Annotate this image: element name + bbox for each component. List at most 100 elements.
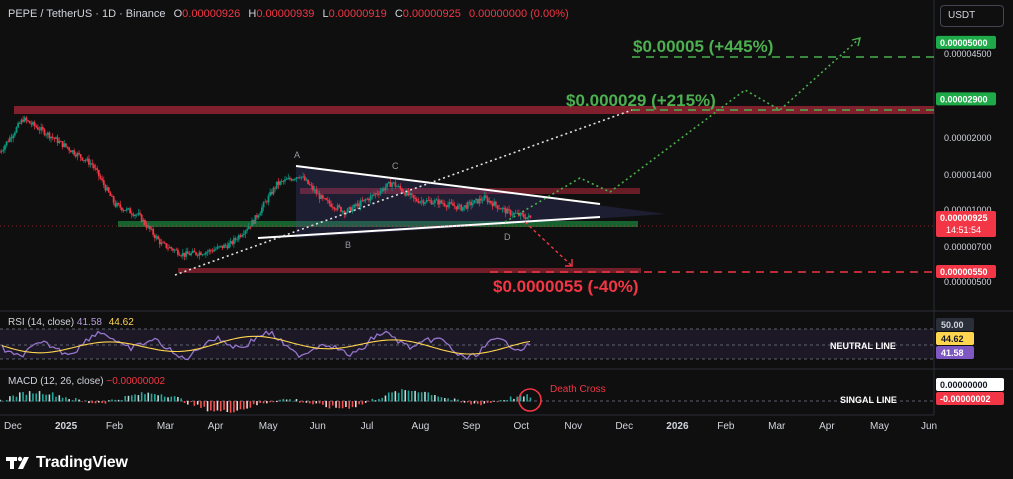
candle-body	[241, 235, 244, 237]
candle-body	[321, 195, 324, 199]
resistance-zone[interactable]	[14, 106, 934, 114]
candle-body	[119, 204, 122, 208]
macd-bar	[242, 401, 245, 410]
macd-bar	[387, 392, 390, 402]
candle-body	[8, 137, 11, 142]
projection-dotted-green[interactable]	[504, 37, 861, 223]
candle-body	[399, 185, 402, 189]
macd-bar	[443, 398, 446, 402]
macd-bar	[210, 401, 212, 411]
macd-bar	[348, 401, 351, 409]
price-badges: 0.000050000.000029000.0000092514:51:540.…	[936, 35, 996, 279]
target-mid-label: $0.000029 (+215%)	[566, 91, 716, 110]
candle-body	[353, 204, 356, 208]
candle-body	[455, 206, 458, 210]
macd-badge: -0.00000002	[936, 392, 1004, 405]
rsi-neutral-label: NEUTRAL LINE	[830, 341, 896, 351]
rsi-legend[interactable]: RSI (14, close) 41.58 44.62	[8, 317, 134, 328]
triangle-upper-line[interactable]	[295, 165, 601, 205]
candle-body	[117, 203, 120, 205]
candle-body	[443, 203, 446, 206]
macd-histogram[interactable]	[0, 389, 532, 413]
projection-dotted-white[interactable]	[174, 109, 633, 276]
time-tick-label: Sep	[463, 421, 481, 432]
macd-bar	[509, 396, 512, 402]
price-axis[interactable]: 0.000060000.000045000.000020000.00001400…	[944, 19, 992, 287]
macd-bar	[483, 401, 486, 404]
candle-body	[229, 241, 232, 244]
macd-bar	[414, 390, 416, 402]
candle-body	[417, 201, 420, 203]
candle-body	[476, 198, 479, 204]
candle-body	[453, 205, 456, 207]
macd-bar	[61, 397, 64, 402]
macd-bar	[493, 401, 495, 402]
macd-bar	[58, 395, 61, 402]
rsi-ma-line[interactable]	[1, 335, 531, 355]
candle-body	[51, 136, 54, 138]
rsi-badge: 44.62	[936, 332, 974, 345]
time-tick-label: Dec	[4, 421, 22, 432]
candle-body	[81, 157, 84, 161]
macd-bar	[104, 401, 107, 404]
brand-logo[interactable]: TradingView	[6, 452, 128, 474]
candle-body	[328, 200, 331, 204]
lower-zone[interactable]	[178, 268, 641, 273]
candle-body	[475, 198, 477, 201]
macd-bar	[325, 401, 327, 408]
price-badge: 0.00000925 14:51:54	[936, 211, 996, 238]
price-tick-label: 0.00000500	[944, 277, 992, 287]
candle-body	[43, 129, 46, 135]
candle-body	[92, 164, 95, 168]
macd-bar	[177, 396, 179, 402]
macd-bar	[111, 399, 113, 402]
candle-body	[379, 191, 382, 195]
candle-body	[259, 212, 262, 216]
candle-body	[448, 202, 451, 205]
candle-body	[285, 179, 288, 180]
candle-body	[491, 202, 494, 207]
candle-body	[94, 167, 97, 169]
candle-body	[139, 212, 141, 215]
candle-body	[494, 201, 497, 206]
candle-body	[122, 210, 125, 211]
price-badge: 0.00002900	[936, 92, 996, 106]
macd-bar	[9, 396, 11, 402]
candle-body	[58, 141, 61, 144]
price-tick-label: 0.00000700	[944, 242, 992, 252]
candle-body	[481, 200, 484, 202]
candle-body	[86, 158, 89, 161]
macd-bar	[437, 396, 439, 402]
candle-body	[252, 220, 255, 224]
price-badge-countdown: 14:51:54	[946, 225, 981, 235]
candle-body	[489, 200, 492, 203]
symbol-header[interactable]: PEPE / TetherUS · 1D · Binance O0.000009…	[8, 8, 569, 20]
macd-bar	[206, 401, 209, 412]
candle-body	[280, 181, 283, 182]
triangle-lower-line[interactable]	[257, 216, 601, 239]
candle-body	[99, 176, 102, 179]
macd-legend[interactable]: MACD (12, 26, close) −0.00000002	[8, 376, 165, 387]
currency-button[interactable]: USDT	[940, 5, 1004, 27]
time-tick-label: Dec	[615, 421, 633, 432]
rsi-line[interactable]	[1, 330, 531, 361]
macd-bar	[391, 392, 393, 402]
candle-body	[112, 196, 115, 203]
macd-bar	[302, 401, 304, 403]
projection-dotted-red[interactable]	[524, 221, 573, 267]
death-cross-label: Death Cross	[550, 384, 606, 395]
macd-bar	[130, 395, 133, 402]
time-tick-label: Nov	[564, 421, 582, 432]
candle-body	[348, 207, 351, 209]
death-cross-marker[interactable]	[518, 388, 542, 412]
candle-body	[496, 205, 499, 209]
time-axis[interactable]: Dec 2025 Feb Mar Apr May Jun Jul Aug Sep Oct Nov Dec…	[4, 421, 937, 432]
candle-body	[226, 245, 229, 249]
support-zone[interactable]	[118, 221, 638, 227]
upper-triangle-zone[interactable]	[300, 188, 640, 194]
macd-bar	[160, 394, 163, 402]
candle-body	[231, 241, 234, 245]
symbol-name[interactable]: PEPE / TetherUS · 1D · Binance	[8, 8, 166, 20]
